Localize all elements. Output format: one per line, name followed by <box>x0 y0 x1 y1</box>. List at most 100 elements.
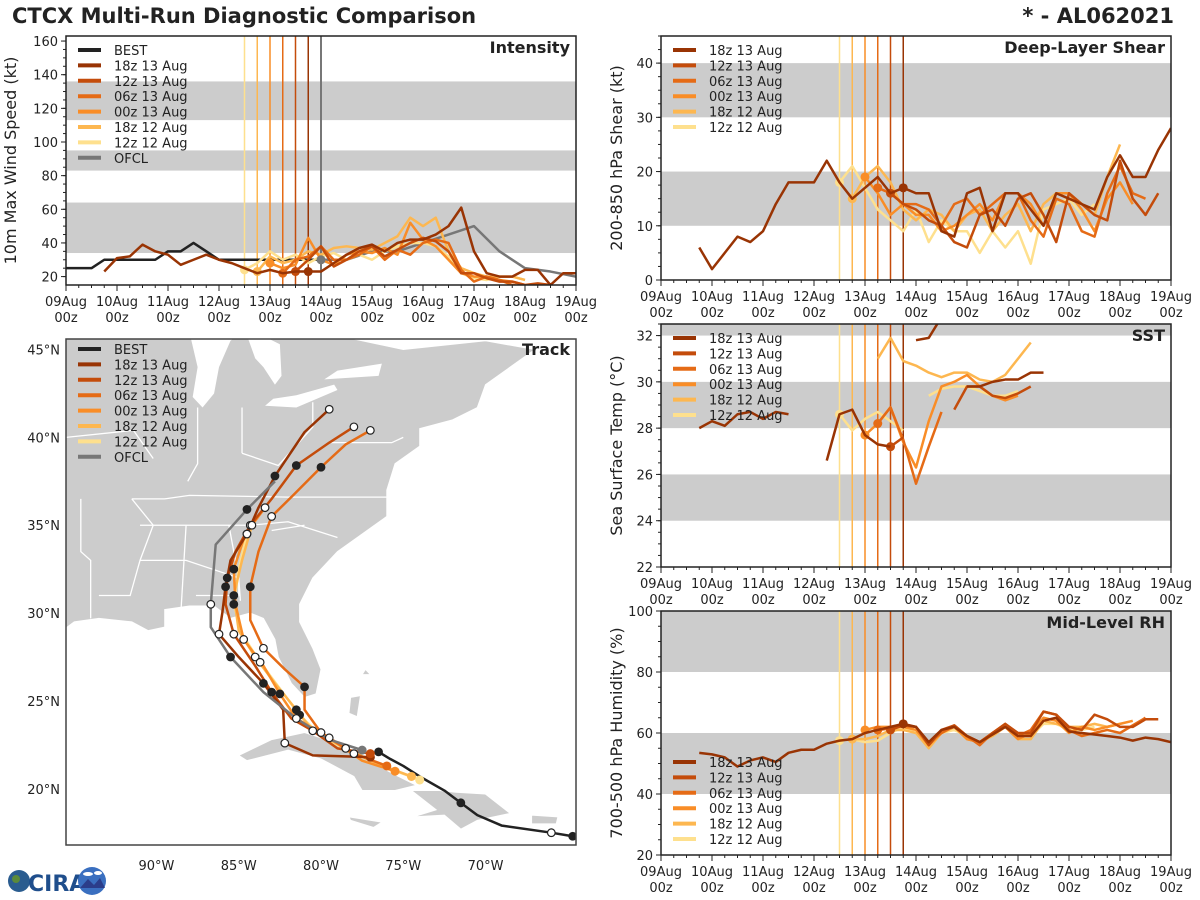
x-tick-label: 14Aug <box>300 295 342 310</box>
init-point-marker <box>898 719 908 729</box>
cira-logo-graphic: CIRA <box>8 867 106 897</box>
x-tick-label: 00z <box>853 881 877 896</box>
intensity-band <box>661 324 1171 336</box>
x-tick-label: 16Aug <box>997 577 1039 592</box>
shear-panel-title: Deep-Layer Shear <box>1004 38 1165 57</box>
x-tick-label: 00z <box>1057 593 1081 608</box>
y-tick-label: 140 <box>33 69 58 84</box>
x-tick-label: 00z <box>751 306 775 321</box>
legend-label: 12z 12 Aug <box>709 121 783 136</box>
x-tick-label: 00z <box>1006 593 1030 608</box>
island <box>348 816 384 828</box>
init-point-marker <box>860 172 870 182</box>
x-tick-label: 19Aug <box>555 295 597 310</box>
legend-label: 00z 13 Aug <box>709 378 783 393</box>
y-tick-label: 10 <box>636 220 653 235</box>
y-tick-label: 40 <box>41 237 58 252</box>
sst-plot-area <box>698 324 1044 567</box>
intensity-panel-title: Intensity <box>490 38 571 57</box>
state-border <box>187 407 199 482</box>
x-tick-label: 00z <box>802 306 826 321</box>
sst-panel-title: SST <box>1132 326 1165 345</box>
track-init-marker <box>390 766 400 776</box>
island <box>348 695 362 718</box>
x-tick-label: 00z <box>309 311 333 326</box>
series-line <box>699 716 1171 768</box>
x-tick-label: 12Aug <box>793 865 835 880</box>
track-marker-filled <box>291 461 301 470</box>
intensity-plot-area <box>66 36 576 285</box>
x-tick-label: 00z <box>564 311 588 326</box>
intensity-chart: 2040608010012014016009Aug00z10Aug00z11Au… <box>1 35 597 326</box>
track-frame <box>65 338 577 846</box>
legend-label: 12z 13 Aug <box>114 75 188 90</box>
legend-label: 06z 13 Aug <box>709 787 783 802</box>
track-marker-open <box>247 520 257 530</box>
lat-tick-label: 45°N <box>27 344 60 359</box>
legend-label: 18z 13 Aug <box>709 756 783 771</box>
legend-label: 12z 13 Aug <box>709 347 783 362</box>
track-init-marker <box>382 761 392 771</box>
x-tick-label: 16Aug <box>997 865 1039 880</box>
best-track-line <box>377 750 573 838</box>
x-tick-label: 11Aug <box>742 865 784 880</box>
x-tick-label: 15Aug <box>946 865 988 880</box>
track-marker-open <box>324 404 334 414</box>
y-tick-label: 60 <box>41 203 58 218</box>
series-line <box>889 159 1160 249</box>
shear-chart: 01020304009Aug00z10Aug00z11Aug00z12Aug00… <box>607 35 1192 321</box>
track-init-marker <box>406 771 416 781</box>
legend-label: 18z 13 Aug <box>709 332 783 347</box>
x-tick-label: 12Aug <box>793 290 835 305</box>
legend-label: OFCL <box>114 152 149 167</box>
track-panel-title: Track <box>522 340 570 359</box>
x-tick-label: 00z <box>207 311 231 326</box>
x-tick-label: 10Aug <box>691 865 733 880</box>
x-tick-label: 11Aug <box>742 290 784 305</box>
series-line <box>825 408 891 461</box>
legend-label: 18z 12 Aug <box>114 420 188 435</box>
x-tick-label: 00z <box>1108 593 1132 608</box>
series-line <box>698 410 789 430</box>
track-marker-open <box>267 512 277 521</box>
lat-tick-label: 35°N <box>27 519 60 534</box>
legend-label: 18z 12 Aug <box>709 106 783 121</box>
x-tick-label: 00z <box>904 881 928 896</box>
legend-label: 12z 12 Aug <box>709 833 783 848</box>
best-track-marker <box>546 828 556 838</box>
x-tick-label: 00z <box>1159 593 1183 608</box>
rh-y-axis-label: 700-500 hPa Humidity (%) <box>607 627 626 838</box>
y-tick-label: 100 <box>628 605 653 620</box>
legend-label: 18z 13 Aug <box>709 44 783 59</box>
forecast-track-line <box>249 429 388 768</box>
track-marker-open <box>206 599 216 609</box>
track-marker-open <box>259 643 268 653</box>
legend-label: 00z 13 Aug <box>114 106 188 121</box>
legend-label: 18z 13 Aug <box>114 59 188 74</box>
series-line <box>876 336 1032 384</box>
legend-label: 18z 12 Aug <box>709 818 783 833</box>
legend-label: 18z 12 Aug <box>114 121 188 136</box>
island <box>531 814 559 825</box>
legend-label: 12z 12 Aug <box>114 435 188 450</box>
x-tick-label: 00z <box>955 881 979 896</box>
x-tick-label: 00z <box>802 593 826 608</box>
cira-logo-text: CIRA <box>28 872 86 897</box>
legend-label: 00z 13 Aug <box>709 802 783 817</box>
x-tick-label: 00z <box>411 311 435 326</box>
x-tick-label: 16Aug <box>997 290 1039 305</box>
legend-label: 12z 12 Aug <box>114 136 188 151</box>
legend-label: OFCL <box>114 451 149 466</box>
x-tick-label: 15Aug <box>946 290 988 305</box>
track-marker-filled <box>229 591 239 600</box>
y-tick-label: 120 <box>33 102 58 117</box>
intensity-band <box>661 171 1171 226</box>
x-tick-label: 14Aug <box>895 865 937 880</box>
x-tick-label: 00z <box>853 306 877 321</box>
track-marker-filled <box>275 689 285 699</box>
track-marker-open <box>308 726 318 736</box>
